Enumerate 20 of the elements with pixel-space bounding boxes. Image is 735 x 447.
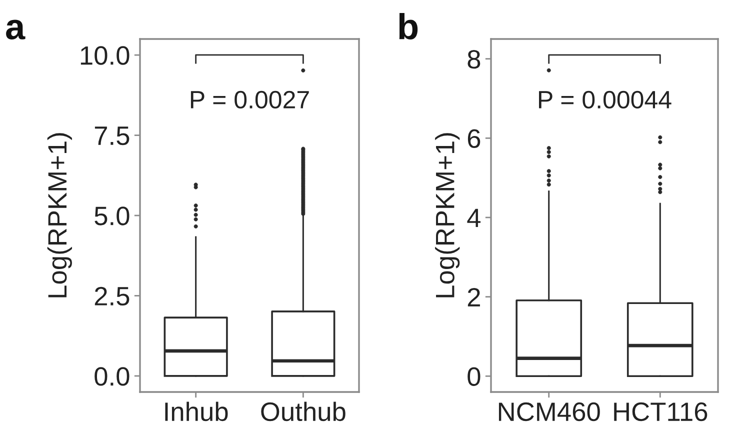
- y-axis-title: Log(RPKM+1): [47, 133, 72, 298]
- y-tick-label: 6: [468, 129, 480, 148]
- y-tick-label: 8: [468, 50, 480, 69]
- y-tick-label: 2.5: [94, 286, 130, 306]
- annotation: P = 0.00044: [539, 90, 672, 109]
- chart-title: a: [6, 20, 26, 40]
- y-axis-title: Log(RPKM+1): [435, 133, 460, 298]
- y-tick-label: 0.0: [94, 367, 130, 386]
- y-tick-label: 4: [467, 208, 481, 228]
- y-tick-label: 2: [468, 288, 480, 306]
- annotation: P = 0.0027: [190, 90, 309, 109]
- x-tick-label: Inhub: [165, 402, 228, 422]
- y-tick-label: 10.0: [80, 46, 130, 65]
- x-tick-label: HCT116: [614, 402, 708, 422]
- y-tick-label: 7.5: [94, 126, 130, 146]
- x-tick-label: NCM460: [498, 402, 600, 422]
- y-tick-label: 0: [468, 367, 480, 386]
- x-tick-label: Outhub: [261, 402, 346, 422]
- y-tick-label: 5.0: [94, 206, 130, 226]
- chart-title: b: [399, 13, 418, 40]
